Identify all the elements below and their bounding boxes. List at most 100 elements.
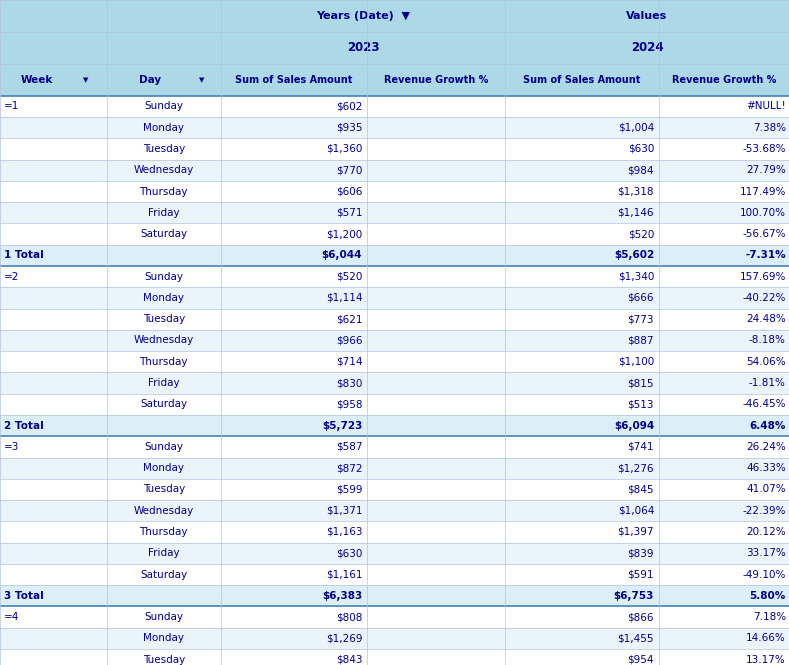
Text: 157.69%: 157.69% [739, 271, 786, 282]
Text: 24.48%: 24.48% [746, 314, 786, 325]
Text: $606: $606 [336, 186, 362, 197]
Text: $1,276: $1,276 [618, 463, 654, 473]
Text: $770: $770 [336, 165, 362, 176]
Bar [0, 436, 789, 458]
Text: 5.80%: 5.80% [750, 591, 786, 601]
Text: $1,161: $1,161 [326, 569, 362, 580]
Text: 1 Total: 1 Total [4, 250, 43, 261]
Text: $1,318: $1,318 [618, 186, 654, 197]
Text: 14.66%: 14.66% [746, 633, 786, 644]
Bar [0, 181, 789, 202]
Text: -46.45%: -46.45% [742, 399, 786, 410]
Text: $714: $714 [335, 356, 362, 367]
Text: Sunday: Sunday [144, 612, 183, 622]
Bar [0, 649, 789, 665]
Bar [0, 479, 789, 500]
Text: $520: $520 [336, 271, 362, 282]
Text: $808: $808 [336, 612, 362, 622]
Text: Wednesday: Wednesday [133, 335, 194, 346]
Bar [0, 372, 789, 394]
Text: $966: $966 [335, 335, 362, 346]
Bar [0, 585, 789, 606]
Text: $6,094: $6,094 [614, 420, 654, 431]
Text: 2023: 2023 [346, 41, 380, 55]
Bar [0, 309, 789, 330]
Text: Sunday: Sunday [144, 271, 183, 282]
Text: 3 Total: 3 Total [4, 591, 43, 601]
Bar [0, 330, 789, 351]
Bar [0, 394, 789, 415]
Text: Saturday: Saturday [140, 569, 187, 580]
Text: $1,064: $1,064 [618, 505, 654, 516]
Bar [0, 564, 789, 585]
Text: $6,753: $6,753 [614, 591, 654, 601]
Text: $1,360: $1,360 [326, 144, 362, 154]
Bar [0, 287, 789, 309]
Text: Wednesday: Wednesday [133, 505, 194, 516]
Text: Monday: Monday [144, 463, 184, 473]
Bar [0, 458, 789, 479]
Text: 13.17%: 13.17% [746, 654, 786, 665]
Bar [0, 606, 789, 628]
Text: Revenue Growth %: Revenue Growth % [383, 74, 488, 85]
Text: Thursday: Thursday [140, 186, 188, 197]
Text: $872: $872 [335, 463, 362, 473]
Text: $845: $845 [627, 484, 654, 495]
Text: -56.67%: -56.67% [742, 229, 786, 239]
Bar [0, 245, 789, 266]
Text: $1,455: $1,455 [618, 633, 654, 644]
Text: 46.33%: 46.33% [746, 463, 786, 473]
Bar [0, 500, 789, 521]
Text: Friday: Friday [148, 207, 180, 218]
Text: 2024: 2024 [630, 41, 664, 55]
Text: $954: $954 [627, 654, 654, 665]
Text: 117.49%: 117.49% [739, 186, 786, 197]
Text: 7.38%: 7.38% [753, 122, 786, 133]
Bar [0, 64, 789, 96]
Text: $958: $958 [335, 399, 362, 410]
Text: $571: $571 [335, 207, 362, 218]
Bar [0, 223, 789, 245]
Text: -8.18%: -8.18% [749, 335, 786, 346]
Text: #NULL!: #NULL! [746, 101, 786, 112]
Text: -1.81%: -1.81% [749, 378, 786, 388]
Bar [0, 160, 789, 181]
Text: Values: Values [626, 11, 667, 21]
Bar [0, 117, 789, 138]
Text: $741: $741 [627, 442, 654, 452]
Text: $5,723: $5,723 [322, 420, 362, 431]
Text: $866: $866 [627, 612, 654, 622]
Text: $1,397: $1,397 [618, 527, 654, 537]
Text: Sunday: Sunday [144, 101, 183, 112]
Text: $602: $602 [336, 101, 362, 112]
Text: $1,163: $1,163 [326, 527, 362, 537]
Text: Thursday: Thursday [140, 356, 188, 367]
Text: -7.31%: -7.31% [746, 250, 786, 261]
Text: 54.06%: 54.06% [746, 356, 786, 367]
Text: $1,269: $1,269 [326, 633, 362, 644]
Text: $887: $887 [627, 335, 654, 346]
Bar [0, 521, 789, 543]
Text: $773: $773 [627, 314, 654, 325]
Text: Tuesday: Tuesday [143, 484, 185, 495]
Text: Tuesday: Tuesday [143, 314, 185, 325]
Text: $1,340: $1,340 [618, 271, 654, 282]
Text: $6,044: $6,044 [322, 250, 362, 261]
Text: $587: $587 [335, 442, 362, 452]
Text: Monday: Monday [144, 122, 184, 133]
Bar [0, 266, 789, 287]
Text: $599: $599 [335, 484, 362, 495]
Text: -40.22%: -40.22% [742, 293, 786, 303]
Text: Thursday: Thursday [140, 527, 188, 537]
Bar [0, 202, 789, 223]
Bar [0, 628, 789, 649]
Text: $839: $839 [627, 548, 654, 559]
Text: 41.07%: 41.07% [746, 484, 786, 495]
Bar [0, 0, 789, 32]
Text: ▼: ▼ [83, 76, 88, 83]
Text: =2: =2 [4, 271, 19, 282]
Text: Friday: Friday [148, 548, 180, 559]
Text: Saturday: Saturday [140, 229, 187, 239]
Text: $1,371: $1,371 [326, 505, 362, 516]
Bar [0, 351, 789, 372]
